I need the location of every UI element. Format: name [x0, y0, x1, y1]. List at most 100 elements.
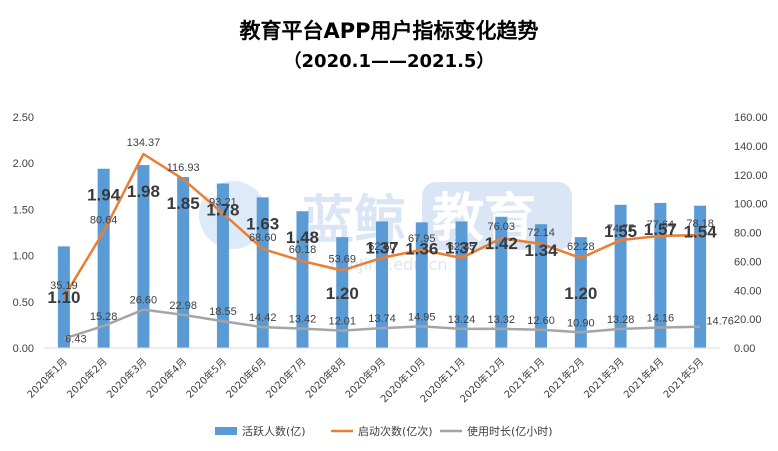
y-right-tick-label: 40.00 [734, 285, 762, 297]
data-label-active-users: 1.36 [405, 239, 438, 258]
y-axis-left: 0.00 0.50 1.00 1.50 2.00 2.50 [13, 112, 34, 355]
x-tick-label: 2020年4月 [143, 355, 189, 401]
data-label-active-users: 1.37 [365, 238, 398, 257]
y-right-tick-label: 160.00 [734, 112, 768, 124]
bar-active-users [97, 168, 110, 348]
x-tick-label: 2020年5月 [183, 355, 229, 401]
data-label-launches: 134.37 [127, 137, 161, 149]
bar-active-users [535, 224, 548, 348]
data-label-usage-time: 10.90 [567, 317, 595, 329]
y-left-tick-label: 1.00 [13, 251, 34, 263]
x-tick-label: 2021年1月 [501, 355, 547, 401]
bar-active-users [495, 216, 508, 348]
x-tick-label: 2020年7月 [263, 355, 309, 401]
legend-swatch-active-users [215, 427, 237, 435]
data-label-active-users: 1.34 [525, 241, 559, 260]
bar-active-users [415, 222, 428, 348]
data-label-active-users: 1.78 [206, 201, 239, 220]
data-label-active-users: 1.54 [684, 223, 718, 242]
data-label-launches: 62.28 [567, 241, 595, 253]
chart-title: 教育平台APP用户指标变化趋势 [239, 19, 538, 43]
data-label-usage-time: 22.98 [169, 300, 197, 312]
bar-active-users [296, 211, 309, 348]
y-right-tick-label: 80.00 [734, 228, 762, 240]
data-label-usage-time: 14.76 [706, 316, 734, 328]
data-label-launches: 77.64 [647, 219, 675, 231]
data-label-active-users: 1.42 [485, 234, 518, 253]
y-right-tick-label: 60.00 [734, 256, 762, 268]
data-label-usage-time: 14.16 [647, 313, 675, 325]
data-label-usage-time: 13.32 [488, 314, 516, 326]
y-right-tick-label: 120.00 [734, 170, 768, 182]
bar-active-users [574, 237, 587, 348]
data-label-launches: 116.93 [167, 162, 200, 174]
y-right-tick-label: 20.00 [734, 314, 762, 326]
y-left-tick-label: 0.50 [13, 297, 34, 309]
data-label-usage-time: 12.60 [527, 315, 555, 327]
line-usage-time [63, 308, 701, 340]
y-left-tick-label: 2.00 [13, 158, 34, 170]
data-label-active-users: 1.57 [644, 220, 677, 239]
data-label-active-users: 1.20 [326, 284, 359, 303]
y-left-tick-label: 2.50 [13, 112, 34, 124]
data-label-usage-time: 13.42 [289, 314, 317, 326]
data-label-launches: 76.03 [488, 221, 516, 233]
data-label-usage-time: 6.43 [65, 334, 86, 346]
legend-label-launches: 启动次数(亿次) [358, 424, 433, 438]
data-label-active-users: 1.63 [246, 214, 279, 233]
legend-label-usage-time: 使用时长(亿小时) [467, 425, 553, 438]
data-label-usage-time: 13.74 [368, 313, 396, 325]
x-axis: 2020年1月2020年2月2020年3月2020年4月2020年5月2020年… [24, 347, 720, 405]
watermark-text: 蓝鲸 [302, 191, 406, 251]
data-label-usage-time: 12.01 [328, 316, 356, 328]
x-tick-label: 2021年4月 [621, 355, 667, 401]
data-label-launches: 62.35 [448, 241, 476, 253]
data-label-active-users: 1.37 [445, 238, 478, 257]
data-label-launches: 35.19 [50, 280, 78, 292]
bar-active-users [455, 221, 468, 348]
y-right-tick-label: 0.00 [734, 343, 755, 355]
y-left-tick-label: 1.50 [13, 204, 34, 216]
bar-active-users [694, 205, 707, 348]
x-tick-label: 2020年6月 [223, 355, 269, 401]
bar-active-users [336, 237, 349, 348]
x-tick-label: 2021年2月 [541, 355, 587, 401]
data-label-launches: 53.69 [328, 253, 356, 265]
watermark-badge: 教育 [432, 189, 536, 249]
data-label-active-users: 1.48 [286, 228, 319, 247]
data-label-usage-time: 18.55 [209, 306, 237, 318]
y-left-tick-label: 0.00 [13, 343, 34, 355]
data-label-active-users: 1.85 [167, 194, 200, 213]
data-label-usage-time: 13.24 [448, 314, 476, 326]
legend: 活跃人数(亿) 启动次数(亿次) 使用时长(亿小时) [215, 424, 553, 438]
bar-active-users [376, 221, 388, 348]
data-label-launches: 60.18 [289, 244, 317, 256]
line-series [62, 152, 701, 340]
data-label-launches: 72.14 [527, 227, 555, 239]
data-labels: 35.19 80.64 134.37 116.93 93.21 68.60 60.18 53.… [47, 137, 734, 346]
x-tick-label: 2020年2月 [64, 355, 110, 401]
data-label-active-users: 1.98 [127, 182, 160, 201]
data-label-launches: 62.50 [368, 241, 396, 253]
bar-active-users [137, 165, 150, 348]
bar-active-users [177, 177, 190, 348]
data-label-active-users: 1.55 [604, 222, 637, 241]
data-label-usage-time: 26.60 [130, 295, 158, 307]
data-label-launches: 80.64 [90, 215, 118, 227]
data-label-active-users: 1.94 [87, 186, 121, 205]
data-label-usage-time: 13.28 [607, 314, 635, 326]
y-right-tick-label: 100.00 [734, 199, 768, 211]
y-axis-right: 0.00 20.00 40.00 60.00 80.00 100.00 120.00 140.… [734, 112, 768, 355]
data-label-usage-time: 14.42 [249, 312, 277, 324]
bar-active-users [256, 197, 269, 348]
x-tick-label: 2021年3月 [581, 355, 627, 401]
data-label-launches: 67.95 [408, 233, 436, 245]
data-label-launches: 93.21 [209, 196, 237, 208]
data-label-launches: 78.18 [686, 218, 714, 230]
data-label-launches: 74.77 [607, 223, 635, 235]
data-label-active-users: 1.20 [564, 284, 597, 303]
x-tick-label: 2020年1月 [24, 355, 70, 401]
y-right-tick-label: 140.00 [734, 141, 768, 153]
x-tick-label: 2021年5月 [660, 355, 706, 401]
